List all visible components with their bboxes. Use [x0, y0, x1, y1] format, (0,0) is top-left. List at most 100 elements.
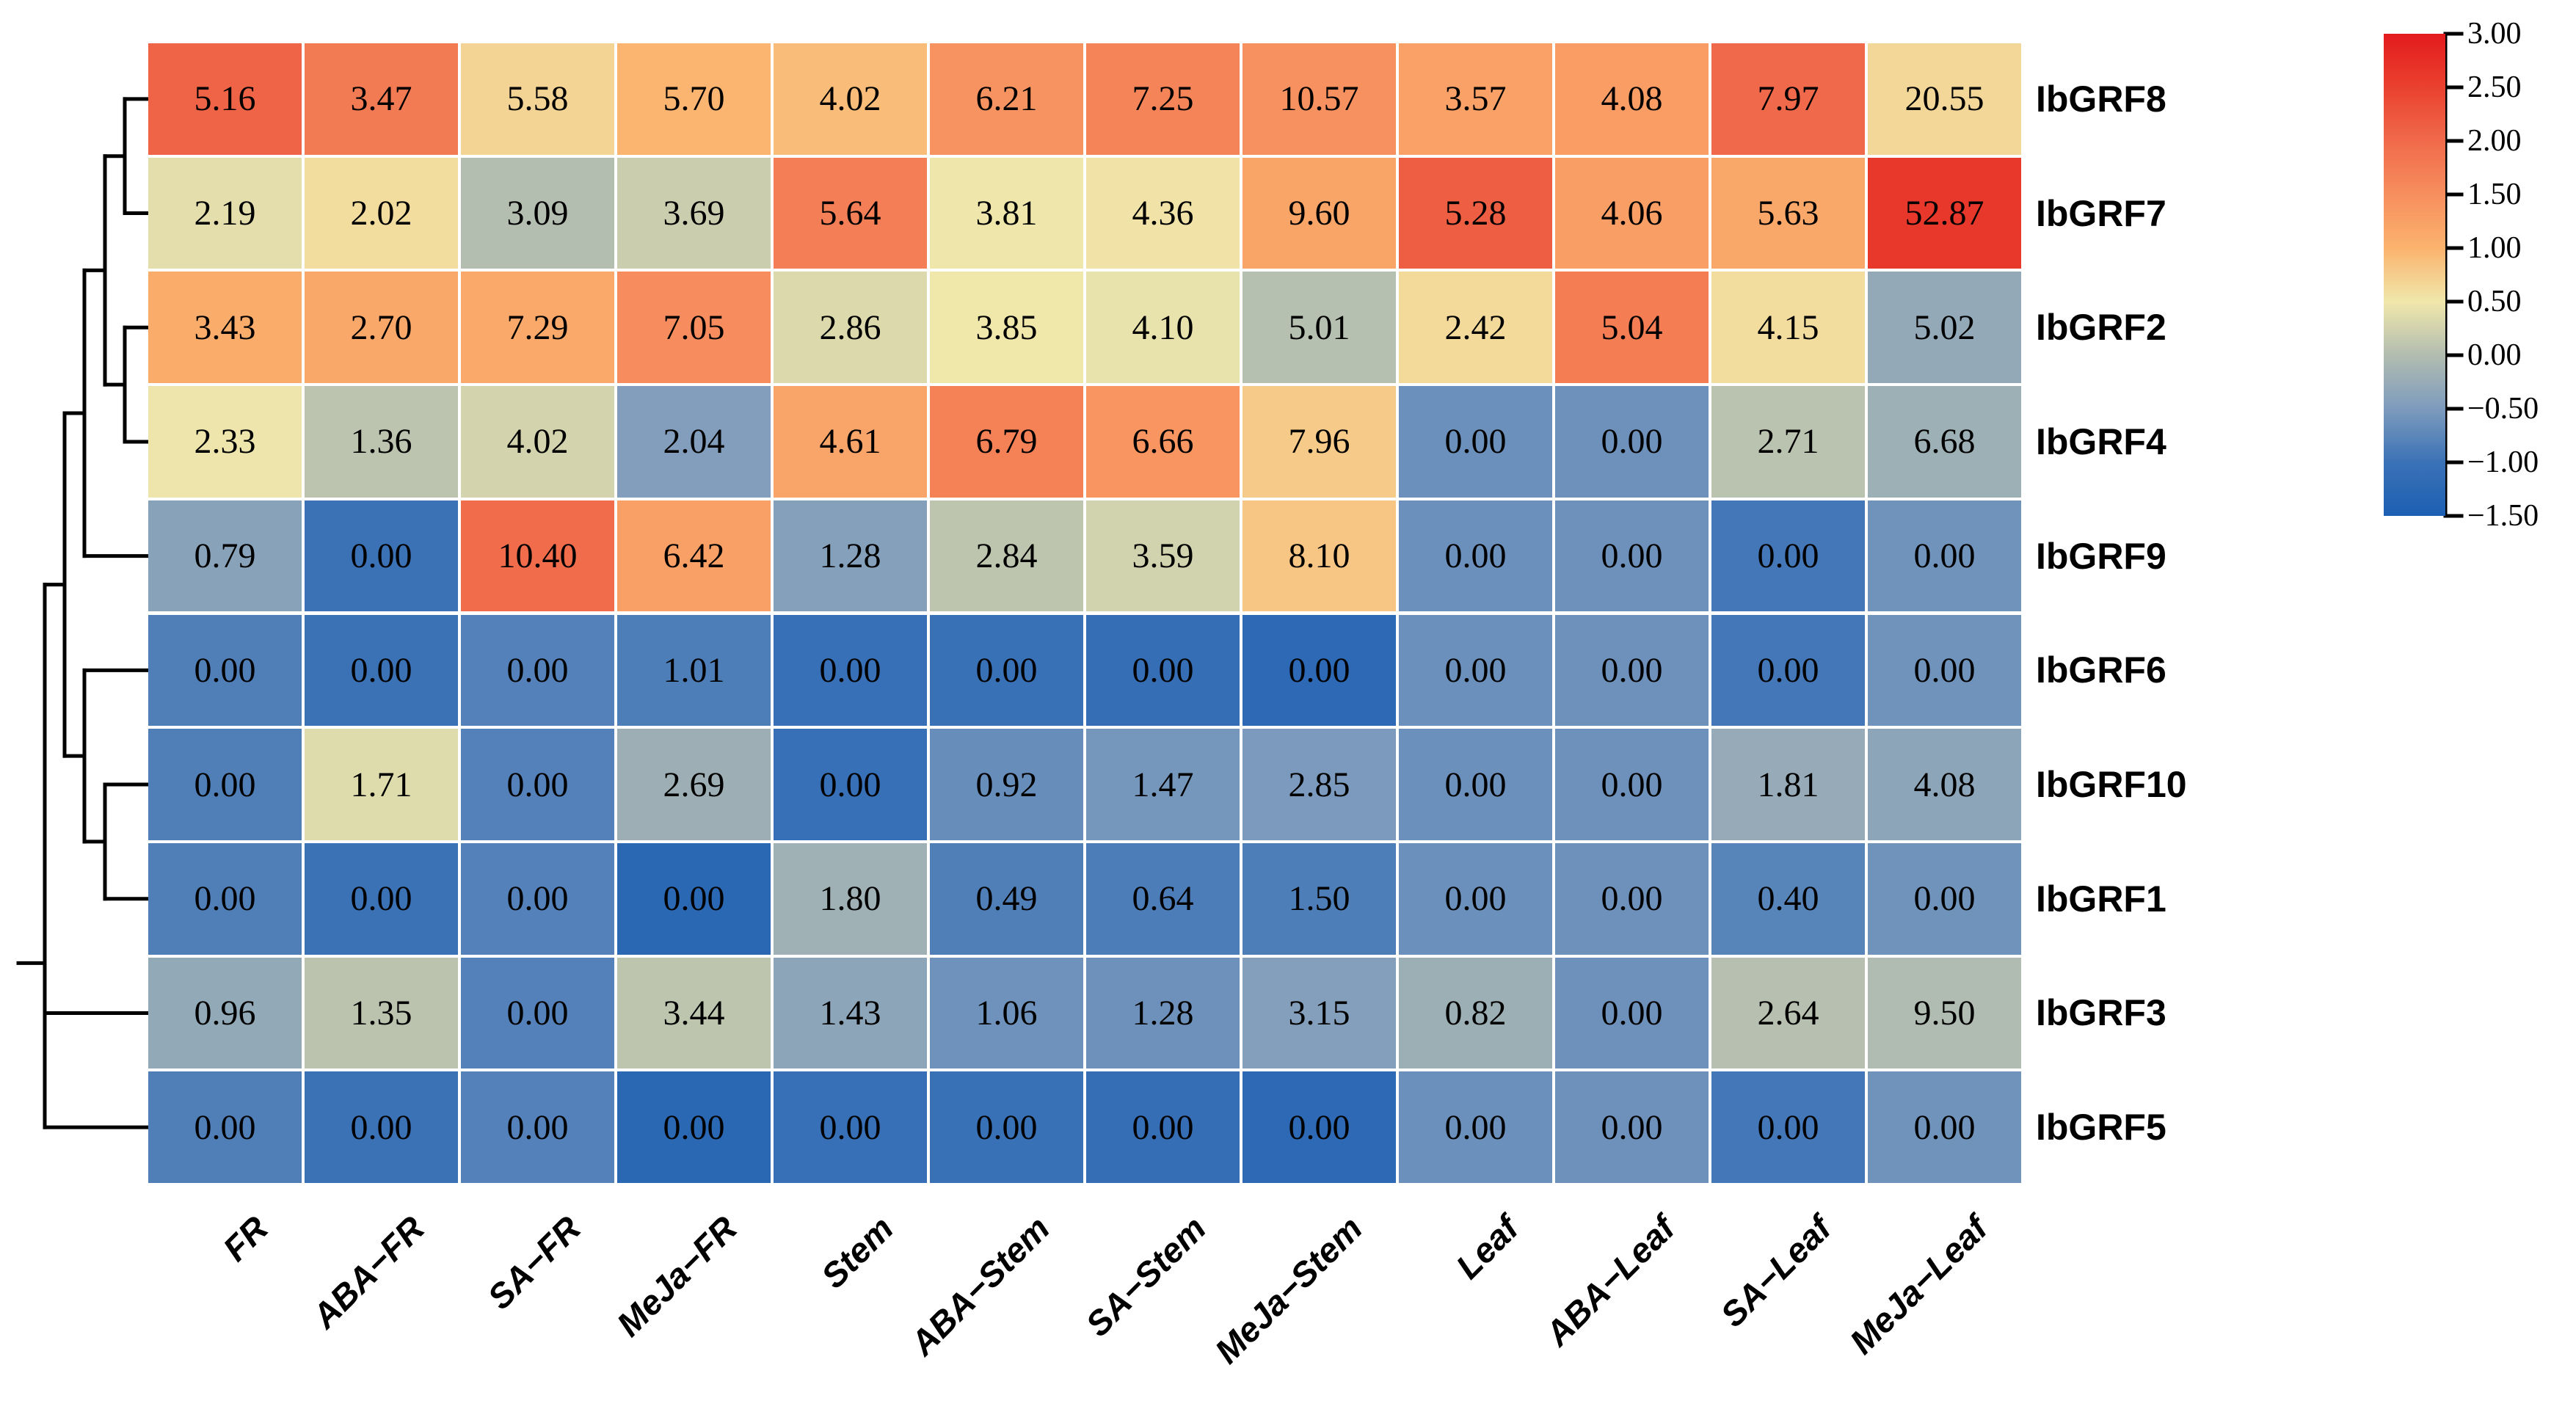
- heatmap-cell: 4.61: [774, 386, 927, 498]
- heatmap-cell: 3.15: [1242, 957, 1396, 1069]
- heatmap-cell: 3.43: [148, 272, 302, 384]
- colorbar-tick-label: −0.50: [2467, 392, 2539, 426]
- heatmap-cell: 0.00: [461, 614, 614, 727]
- heatmap-cell: 20.55: [1868, 43, 2021, 155]
- row-label: IbGRF10: [2036, 764, 2187, 806]
- row-label: IbGRF2: [2036, 307, 2166, 349]
- heatmap-cell: 1.80: [774, 842, 927, 955]
- heatmap-cell: 7.97: [1711, 43, 1865, 155]
- heatmap-cell: 2.85: [1242, 729, 1396, 840]
- heatmap-cell: 3.69: [617, 157, 771, 269]
- heatmap-cell: 3.44: [617, 957, 771, 1069]
- heatmap-cell: 0.00: [774, 729, 927, 840]
- heatmap-cell: 3.57: [1399, 43, 1552, 155]
- heatmap-cell: 0.00: [1242, 614, 1396, 727]
- heatmap-cell: 8.10: [1242, 500, 1396, 612]
- heatmap-cell: 0.00: [930, 1071, 1083, 1183]
- heatmap-cell: 2.02: [305, 157, 458, 269]
- heatmap-cell: 4.10: [1086, 272, 1240, 384]
- heatmap-cell: 7.96: [1242, 386, 1396, 498]
- heatmap-cell: 2.19: [148, 157, 302, 269]
- heatmap-cell: 4.08: [1868, 729, 2021, 840]
- heatmap-cell: 0.00: [774, 1071, 927, 1183]
- heatmap-cell: 0.00: [1711, 614, 1865, 727]
- heatmap-cell: 9.60: [1242, 157, 1396, 269]
- heatmap-cell: 4.08: [1555, 43, 1709, 155]
- heatmap-cell: 3.47: [305, 43, 458, 155]
- heatmap-cell: 0.00: [148, 614, 302, 727]
- colorbar-tick-label: 0.00: [2467, 338, 2522, 372]
- heatmap-cell: 6.21: [930, 43, 1083, 155]
- heatmap-cell: 2.04: [617, 386, 771, 498]
- heatmap-cell: 1.43: [774, 957, 927, 1069]
- colorbar-tick-label: −1.50: [2467, 499, 2539, 533]
- heatmap-cell: 0.00: [1399, 729, 1552, 840]
- heatmap-cell: 0.64: [1086, 842, 1240, 955]
- heatmap-cell: 0.40: [1711, 842, 1865, 955]
- heatmap-cell: 2.69: [617, 729, 771, 840]
- heatmap-cell: 7.29: [461, 272, 614, 384]
- row-label: IbGRF9: [2036, 535, 2166, 577]
- heatmap-cell: 2.64: [1711, 957, 1865, 1069]
- heatmap-cell: 0.00: [305, 614, 458, 727]
- colorbar-gradient: [2384, 34, 2445, 516]
- heatmap-cell: 6.68: [1868, 386, 2021, 498]
- heatmap-cell: 0.00: [1555, 500, 1709, 612]
- heatmap-cell: 0.96: [148, 957, 302, 1069]
- row-label: IbGRF6: [2036, 649, 2166, 691]
- heatmap-cell: 0.00: [930, 614, 1083, 727]
- heatmap-cell: 6.42: [617, 500, 771, 612]
- heatmap-cell: 0.00: [1399, 386, 1552, 498]
- heatmap-cell: 0.49: [930, 842, 1083, 955]
- heatmap-cell: 3.81: [930, 157, 1083, 269]
- heatmap-cell: 5.28: [1399, 157, 1552, 269]
- heatmap-cell: 0.00: [148, 842, 302, 955]
- heatmap-cell: 1.47: [1086, 729, 1240, 840]
- heatmap-cell: 5.64: [774, 157, 927, 269]
- heatmap-cell: 1.28: [774, 500, 927, 612]
- heatmap-cell: 0.00: [1711, 500, 1865, 612]
- heatmap-cell: 1.06: [930, 957, 1083, 1069]
- heatmap-cell: 0.00: [1242, 1071, 1396, 1183]
- colorbar-tick-label: 1.00: [2467, 231, 2522, 265]
- heatmap-cell: 1.71: [305, 729, 458, 840]
- row-label: IbGRF1: [2036, 878, 2166, 920]
- heatmap-cell: 0.00: [1868, 614, 2021, 727]
- heatmap-cell: 0.00: [1555, 1071, 1709, 1183]
- heatmap-cell: 2.86: [774, 272, 927, 384]
- heatmap-cell: 0.00: [148, 1071, 302, 1183]
- heatmap-cell: 3.85: [930, 272, 1083, 384]
- heatmap-cell: 7.05: [617, 272, 771, 384]
- heatmap-cell: 2.42: [1399, 272, 1552, 384]
- heatmap-cell: 0.00: [1868, 500, 2021, 612]
- heatmap-cell: 5.02: [1868, 272, 2021, 384]
- heatmap-cell: 5.58: [461, 43, 614, 155]
- colorbar-tick-label: 2.00: [2467, 124, 2522, 158]
- row-label: IbGRF3: [2036, 992, 2166, 1034]
- heatmap-cell: 2.70: [305, 272, 458, 384]
- row-label: IbGRF8: [2036, 78, 2166, 120]
- colorbar-tick-label: 1.50: [2467, 178, 2522, 211]
- heatmap-cell: 0.00: [617, 1071, 771, 1183]
- heatmap-cell: 9.50: [1868, 957, 2021, 1069]
- heatmap-cell: 4.36: [1086, 157, 1240, 269]
- heatmap-cell: 0.00: [1399, 500, 1552, 612]
- heatmap-cell: 1.01: [617, 614, 771, 727]
- heatmap-cell: 2.84: [930, 500, 1083, 612]
- colorbar-tick-label: 0.50: [2467, 285, 2522, 318]
- heatmap-cell: 4.02: [461, 386, 614, 498]
- heatmap-cell: 2.33: [148, 386, 302, 498]
- heatmap-cell: 0.00: [1555, 614, 1709, 727]
- heatmap-cell: 0.00: [461, 842, 614, 955]
- heatmap-cell: 6.66: [1086, 386, 1240, 498]
- heatmap-cell: 4.02: [774, 43, 927, 155]
- heatmap-cell: 0.00: [461, 957, 614, 1069]
- heatmap-cell: 0.00: [305, 500, 458, 612]
- heatmap-cell: 5.16: [148, 43, 302, 155]
- heatmap-cell: 1.50: [1242, 842, 1396, 955]
- heatmap-cell: 4.06: [1555, 157, 1709, 269]
- heatmap-cell: 0.00: [461, 729, 614, 840]
- heatmap-cell: 1.36: [305, 386, 458, 498]
- heatmap-cell: 0.00: [1868, 1071, 2021, 1183]
- heatmap-cell: 0.00: [148, 729, 302, 840]
